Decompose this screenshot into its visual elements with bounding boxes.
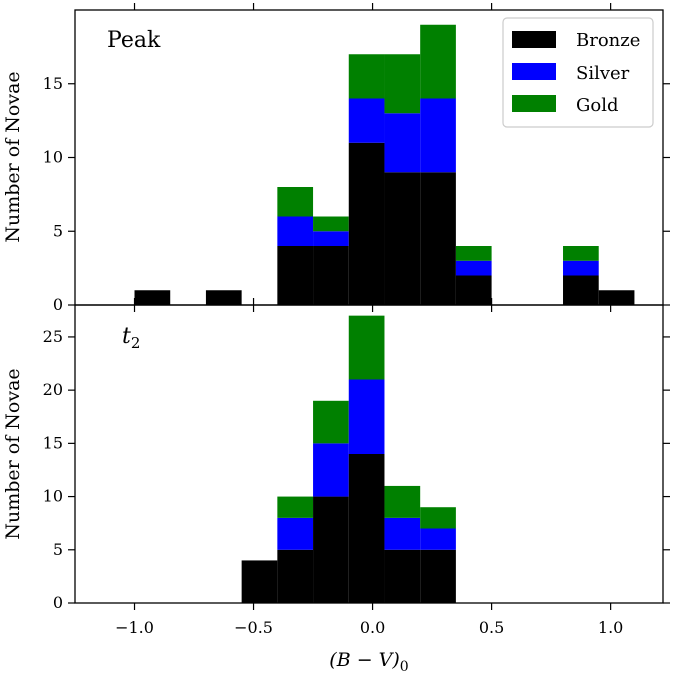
bar-gold bbox=[277, 496, 314, 518]
bar-bronze bbox=[241, 560, 278, 603]
peak-bars bbox=[134, 24, 635, 305]
legend: Bronze Silver Gold bbox=[502, 17, 654, 128]
bar-gold bbox=[455, 246, 492, 261]
bar-gold bbox=[384, 54, 421, 114]
bar-bronze bbox=[313, 246, 349, 305]
t2-axes-frame bbox=[74, 304, 664, 604]
bar-silver bbox=[348, 379, 385, 454]
legend-swatch-gold bbox=[512, 95, 556, 112]
y-tick-label: 10 bbox=[43, 148, 63, 167]
t2-panel: 0 5 10 15 20 25 −1.0 −0.5 0.0 0.5 1.0 t2 Number of… bbox=[2, 298, 670, 674]
bar-silver bbox=[420, 98, 456, 173]
bar-gold bbox=[563, 246, 599, 261]
bar-gold bbox=[348, 54, 385, 99]
legend-label-silver: Silver bbox=[576, 63, 630, 84]
bar-silver bbox=[420, 528, 456, 550]
x-tick-label: −0.5 bbox=[234, 618, 273, 637]
bar-bronze bbox=[455, 275, 492, 305]
legend-swatch-bronze bbox=[512, 31, 556, 48]
peak-ticks: 0 5 10 15 bbox=[43, 3, 670, 314]
bar-gold bbox=[313, 216, 349, 232]
bar-gold bbox=[384, 485, 421, 518]
x-tick-label: 0.0 bbox=[360, 618, 385, 637]
bar-bronze bbox=[134, 290, 171, 305]
y-tick-label: 15 bbox=[43, 74, 63, 93]
x-tick-label: 0.5 bbox=[479, 618, 504, 637]
t2-ticks: 0 5 10 15 20 25 −1.0 −0.5 0.0 0.5 1.0 bbox=[43, 298, 670, 637]
bar-silver bbox=[313, 231, 349, 246]
bar-silver bbox=[455, 260, 492, 276]
bar-gold bbox=[420, 507, 456, 529]
bar-silver bbox=[348, 98, 385, 143]
bar-silver bbox=[563, 260, 599, 276]
bar-gold bbox=[313, 400, 349, 444]
bar-bronze bbox=[348, 454, 385, 603]
legend-label-gold: Gold bbox=[576, 95, 619, 116]
bar-gold bbox=[348, 315, 385, 380]
bar-bronze bbox=[277, 246, 314, 305]
y-tick-label: 15 bbox=[43, 433, 63, 452]
bar-silver bbox=[384, 517, 421, 550]
peak-y-axis-label: Number of Novae bbox=[2, 71, 24, 242]
bar-gold bbox=[277, 187, 314, 217]
t2-annotation: t2 bbox=[122, 324, 140, 352]
bar-bronze bbox=[420, 549, 456, 603]
bar-bronze bbox=[205, 290, 242, 305]
bar-bronze bbox=[563, 275, 599, 305]
bar-bronze bbox=[598, 290, 635, 305]
legend-swatch-silver bbox=[512, 63, 556, 80]
bar-silver bbox=[313, 443, 349, 497]
t2-bars bbox=[241, 315, 456, 603]
bar-gold bbox=[420, 24, 456, 99]
y-tick-label: 20 bbox=[43, 380, 63, 399]
y-tick-label: 10 bbox=[43, 487, 63, 506]
t2-y-axis-label: Number of Novae bbox=[2, 368, 24, 539]
bar-silver bbox=[384, 113, 421, 173]
y-tick-label: 5 bbox=[53, 221, 63, 240]
x-axis-label: (B − V)0 bbox=[329, 649, 408, 674]
bar-bronze bbox=[420, 172, 456, 305]
bar-bronze bbox=[348, 142, 385, 305]
bar-silver bbox=[277, 216, 314, 246]
x-tick-label: 1.0 bbox=[598, 618, 623, 637]
bar-silver bbox=[277, 517, 314, 550]
y-tick-label: 25 bbox=[43, 327, 63, 346]
bar-bronze bbox=[384, 549, 421, 603]
legend-label-bronze: Bronze bbox=[576, 30, 640, 51]
bar-bronze bbox=[277, 549, 314, 603]
peak-annotation: Peak bbox=[107, 28, 161, 53]
y-tick-label: 0 bbox=[53, 593, 63, 612]
x-tick-label: −1.0 bbox=[115, 618, 154, 637]
peak-panel: 0 5 10 15 Peak Number of Novae Bronze Silve… bbox=[2, 3, 670, 314]
bar-bronze bbox=[384, 172, 421, 305]
bar-bronze bbox=[313, 496, 349, 603]
y-tick-label: 5 bbox=[53, 540, 63, 559]
y-tick-label: 0 bbox=[53, 295, 63, 314]
